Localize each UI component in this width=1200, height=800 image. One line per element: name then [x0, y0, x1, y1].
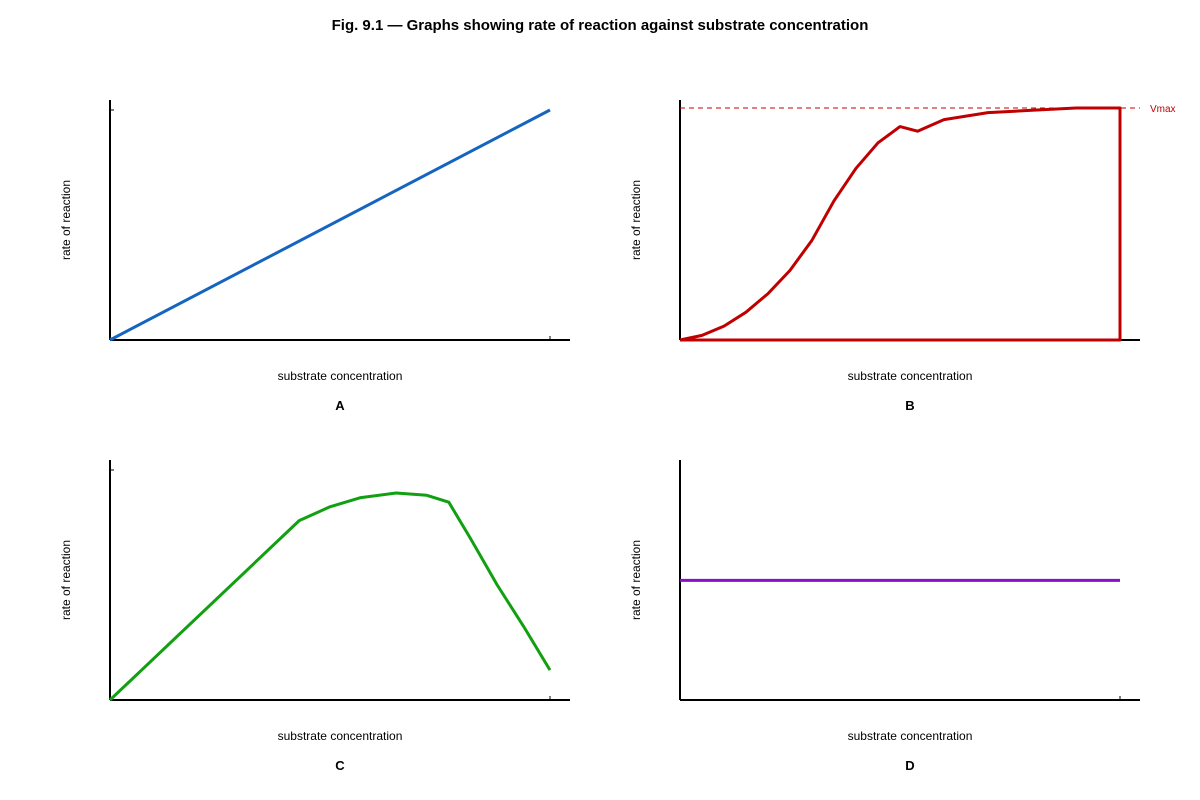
- panel-c-xlabel: substrate concentration: [278, 729, 403, 743]
- panel-b: rate of reaction Vmax substrate concentr…: [629, 100, 1176, 413]
- panel-b-ylabel: rate of reaction: [629, 180, 643, 260]
- panel-d-letter: D: [905, 758, 914, 773]
- panel-d-xlabel: substrate concentration: [848, 729, 973, 743]
- panel-a-xlabel: substrate concentration: [278, 369, 403, 383]
- panel-a-curve: [109, 108, 551, 342]
- panel-b-vmax-label: Vmax: [1150, 104, 1176, 115]
- panel-c-ylabel: rate of reaction: [59, 540, 73, 620]
- panel-b-xlabel: substrate concentration: [848, 369, 973, 383]
- panel-a-ylabel: rate of reaction: [59, 180, 73, 260]
- panel-c-letter: C: [335, 758, 345, 773]
- figure-title: Fig. 9.1 — Graphs showing rate of reacti…: [332, 17, 869, 34]
- panel-d: rate of reaction substrate concentration…: [629, 460, 1140, 773]
- panel-c-curve: [108, 491, 552, 702]
- panel-b-letter: B: [905, 398, 914, 413]
- panel-a: rate of reaction substrate concentration…: [59, 100, 570, 413]
- panel-c: rate of reaction substrate concentration…: [59, 460, 570, 773]
- panel-d-ylabel: rate of reaction: [629, 540, 643, 620]
- panel-a-letter: A: [335, 398, 345, 413]
- panel-b-curve: [679, 106, 1122, 342]
